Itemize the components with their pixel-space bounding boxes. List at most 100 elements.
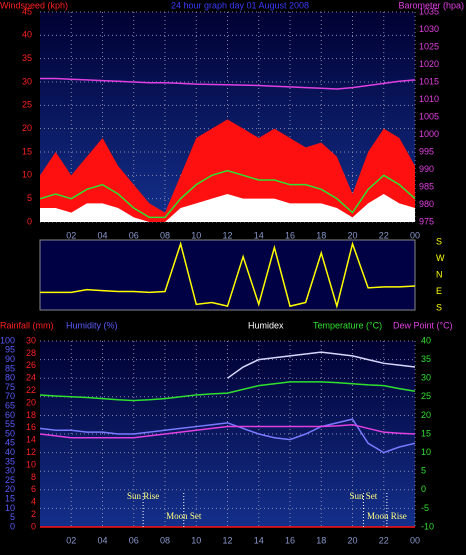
y2-tick-label: 1015 <box>419 76 439 86</box>
line <box>39 381 416 402</box>
x-tick-label: 18 <box>316 535 326 545</box>
y2-tick-label: 995 <box>419 146 434 156</box>
y3-tick-label: 6 <box>31 484 36 494</box>
annotation: Moon Rise <box>367 511 407 521</box>
x-tick-label: 04 <box>97 230 107 240</box>
line <box>227 351 416 379</box>
y2-tick-label: -10 <box>421 521 434 531</box>
y3-tick-label: 2 <box>31 509 36 519</box>
y-tick-label: 25 <box>22 100 32 110</box>
line <box>39 169 416 219</box>
y-tick-label: 30 <box>22 76 32 86</box>
y3-tick-label: 24 <box>26 373 36 383</box>
area <box>40 194 415 222</box>
y3-tick-label: 18 <box>26 410 36 420</box>
y-tick-label: 40 <box>22 30 32 40</box>
y3-tick-label: 22 <box>26 385 36 395</box>
y2-tick-label: 975 <box>419 216 434 226</box>
y2-tick-label: 15 <box>421 428 431 438</box>
x-tick-label: 14 <box>254 230 264 240</box>
y2-tick-label: 1030 <box>419 24 439 34</box>
axis-title: Dew Point (°C) <box>393 320 453 330</box>
y-tick-label: 45 <box>5 438 15 448</box>
y-tick-label: 65 <box>5 400 15 410</box>
axis-title: Rainfall (mm) <box>0 320 54 330</box>
y3-tick-label: 20 <box>26 397 36 407</box>
x-tick-label: 14 <box>254 535 264 545</box>
y3-tick-label: 10 <box>26 459 36 469</box>
y-tick-label: 35 <box>5 456 15 466</box>
y2-tick-label: 40 <box>421 335 431 345</box>
y2-tick-label: 1020 <box>419 59 439 69</box>
x-tick-label: 22 <box>379 535 389 545</box>
y2-tick-label: 10 <box>421 447 431 457</box>
y-tick-label: 80 <box>5 373 15 383</box>
x-tick-label: 20 <box>347 535 357 545</box>
x-tick-label: 16 <box>285 230 295 240</box>
axis-title: Humidex <box>248 320 284 330</box>
plots: 0510152025303540459759809859909951000100… <box>0 6 453 545</box>
y3-tick-label: 12 <box>26 447 36 457</box>
y-tick-label: 10 <box>5 503 15 513</box>
y-tick-label: 100 <box>0 335 15 345</box>
y-tick-label: 85 <box>5 363 15 373</box>
axis-title: Humidity (%) <box>66 320 118 330</box>
y2-tick-label: 1005 <box>419 111 439 121</box>
y2-tick-label: 1025 <box>419 41 439 51</box>
chart-title: 24 hour graph day 01 August 2008 <box>171 0 309 10</box>
y-tick-label: 20 <box>22 123 32 133</box>
y-tick-label: 40 <box>5 447 15 457</box>
x-tick-label: 00 <box>410 535 420 545</box>
y-tick-label: 60 <box>5 410 15 420</box>
axis-title: Temperature (°C) <box>313 320 382 330</box>
x-tick-label: 08 <box>160 230 170 240</box>
y3-tick-label: 16 <box>26 422 36 432</box>
x-tick-label: 00 <box>410 230 420 240</box>
x-tick-label: 12 <box>222 230 232 240</box>
y-tick-label: 30 <box>5 466 15 476</box>
x-tick-label: 12 <box>222 535 232 545</box>
y3-tick-label: 14 <box>26 435 36 445</box>
x-tick-label: 10 <box>191 230 201 240</box>
y-tick-label: 50 <box>5 428 15 438</box>
y-tick-label: 5 <box>10 512 15 522</box>
line <box>39 418 416 454</box>
y2-tick-label: 980 <box>419 199 434 209</box>
y-tick-label: 15 <box>22 146 32 156</box>
y2-tick-label: 0 <box>421 484 426 494</box>
x-tick-label: 04 <box>97 535 107 545</box>
y3-tick-label: 8 <box>31 472 36 482</box>
x-tick-label: 08 <box>160 535 170 545</box>
x-tick-label: 10 <box>191 535 201 545</box>
direction-panel <box>39 239 416 311</box>
y2-tick-label: 1010 <box>419 94 439 104</box>
x-tick-label: 06 <box>129 230 139 240</box>
y3-tick-label: 0 <box>31 521 36 531</box>
y-tick-label: W <box>436 253 445 263</box>
line <box>39 423 416 439</box>
y-tick-label: 75 <box>5 382 15 392</box>
x-tick-label: 02 <box>66 230 76 240</box>
y-tick-label: 25 <box>5 475 15 485</box>
y-tick-label: 35 <box>22 53 32 63</box>
baro-axis-title: Barometer (hpa) <box>398 0 464 10</box>
y2-tick-label: 35 <box>421 354 431 364</box>
y3-tick-label: 26 <box>26 360 36 370</box>
y2-tick-label: 1000 <box>419 129 439 139</box>
y-tick-label: 10 <box>22 170 32 180</box>
y2-tick-label: 985 <box>419 181 434 191</box>
annotation: Sun Rise <box>127 491 159 501</box>
y2-tick-label: 5 <box>421 466 426 476</box>
y2-tick-label: 990 <box>419 164 434 174</box>
line <box>40 241 416 310</box>
y-tick-label: 95 <box>5 345 15 355</box>
y-tick-label: 55 <box>5 419 15 429</box>
y-tick-label: S <box>436 236 442 246</box>
x-tick-label: 22 <box>379 230 389 240</box>
x-tick-label: 20 <box>347 230 357 240</box>
y3-tick-label: 28 <box>26 348 36 358</box>
annotation: Moon Set <box>166 511 202 521</box>
y3-tick-label: 30 <box>26 335 36 345</box>
x-tick-label: 02 <box>66 535 76 545</box>
y-tick-label: N <box>436 269 443 279</box>
